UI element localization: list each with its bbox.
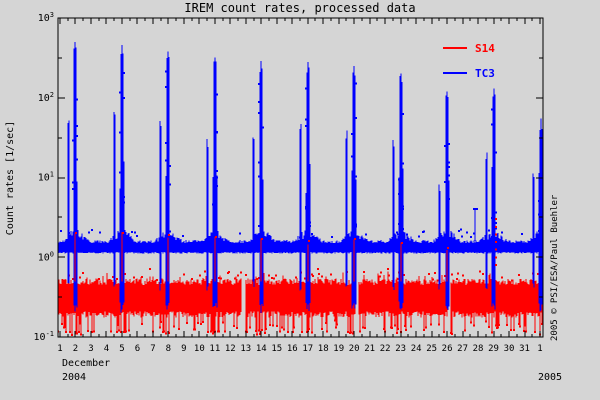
- copyright-watermark: 2005 © PSI/ESA/Paul Buehler: [550, 194, 560, 341]
- x-tick-label: 13: [240, 344, 251, 354]
- x-tick-label: 1: [57, 344, 62, 354]
- x-tick-label: 29: [488, 344, 499, 354]
- y-tick-label: 103: [38, 11, 54, 24]
- y-axis-title: Count rates [1/sec]: [5, 121, 16, 235]
- legend: S14 TC3: [443, 42, 495, 80]
- y-tick-label: 102: [38, 91, 54, 104]
- x-tick-label: 5: [119, 344, 124, 354]
- legend-entry-S14: S14: [443, 42, 495, 55]
- y-tick-label: 100: [38, 250, 54, 263]
- x-tick-label: 16: [287, 344, 298, 354]
- x-tick-label: 8: [166, 344, 171, 354]
- legend-entry-TC3: TC3: [443, 67, 495, 80]
- x-tick-label: 2: [73, 344, 78, 354]
- y-tick-label: 10-1: [34, 330, 54, 343]
- x-tick-label: 24: [411, 344, 422, 354]
- axis-tick-labels: 1 2 3 4 5 6 7 8 9 10 11 12 13 14 15 16 17 18 19 20 21 22 23 24 2…: [34, 11, 543, 354]
- chart-title: IREM count rates, processed data: [184, 1, 415, 15]
- x-tick-label: 9: [181, 344, 186, 354]
- x-tick-label: 3: [88, 344, 93, 354]
- x-tick-label: 17: [302, 344, 313, 354]
- s14-perigee-spikes: [74, 232, 448, 282]
- axis-ticks: [58, 17, 543, 338]
- x-tick-label: 15: [271, 344, 282, 354]
- axes-layer: [57, 17, 544, 338]
- x-tick-label: 28: [473, 344, 484, 354]
- tc3-scatter-dots: [60, 70, 543, 239]
- data-series-layer: [58, 42, 543, 337]
- x-tick-label: 19: [333, 344, 344, 354]
- x-tick-label: 6: [135, 344, 140, 354]
- x-tick-label: 31: [519, 344, 530, 354]
- x-tick-label: 11: [209, 344, 220, 354]
- x-tick-label: 30: [504, 344, 515, 354]
- year-left-label: 2004: [62, 372, 86, 383]
- month-label: December: [62, 358, 110, 369]
- x-tick-label: 22: [380, 344, 391, 354]
- tc3-band-and-spikes: [58, 42, 543, 313]
- x-tick-label: 4: [104, 344, 109, 354]
- x-tick-label: 20: [349, 344, 360, 354]
- legend-label-S14: S14: [475, 42, 495, 55]
- x-tick-label: 14: [256, 344, 267, 354]
- x-tick-label: 7: [150, 344, 155, 354]
- x-tick-label: 18: [318, 344, 329, 354]
- year-right-label: 2005: [538, 372, 562, 383]
- x-tick-label: 10: [194, 344, 205, 354]
- x-tick-label: 26: [442, 344, 453, 354]
- x-tick-label: 23: [395, 344, 406, 354]
- x-tick-label: 27: [457, 344, 468, 354]
- x-tick-label: 25: [426, 344, 437, 354]
- legend-label-TC3: TC3: [475, 67, 495, 80]
- y-tick-label: 101: [38, 171, 54, 184]
- x-tick-label: 1: [537, 344, 542, 354]
- x-tick-label: 12: [225, 344, 236, 354]
- x-tick-label: 21: [364, 344, 375, 354]
